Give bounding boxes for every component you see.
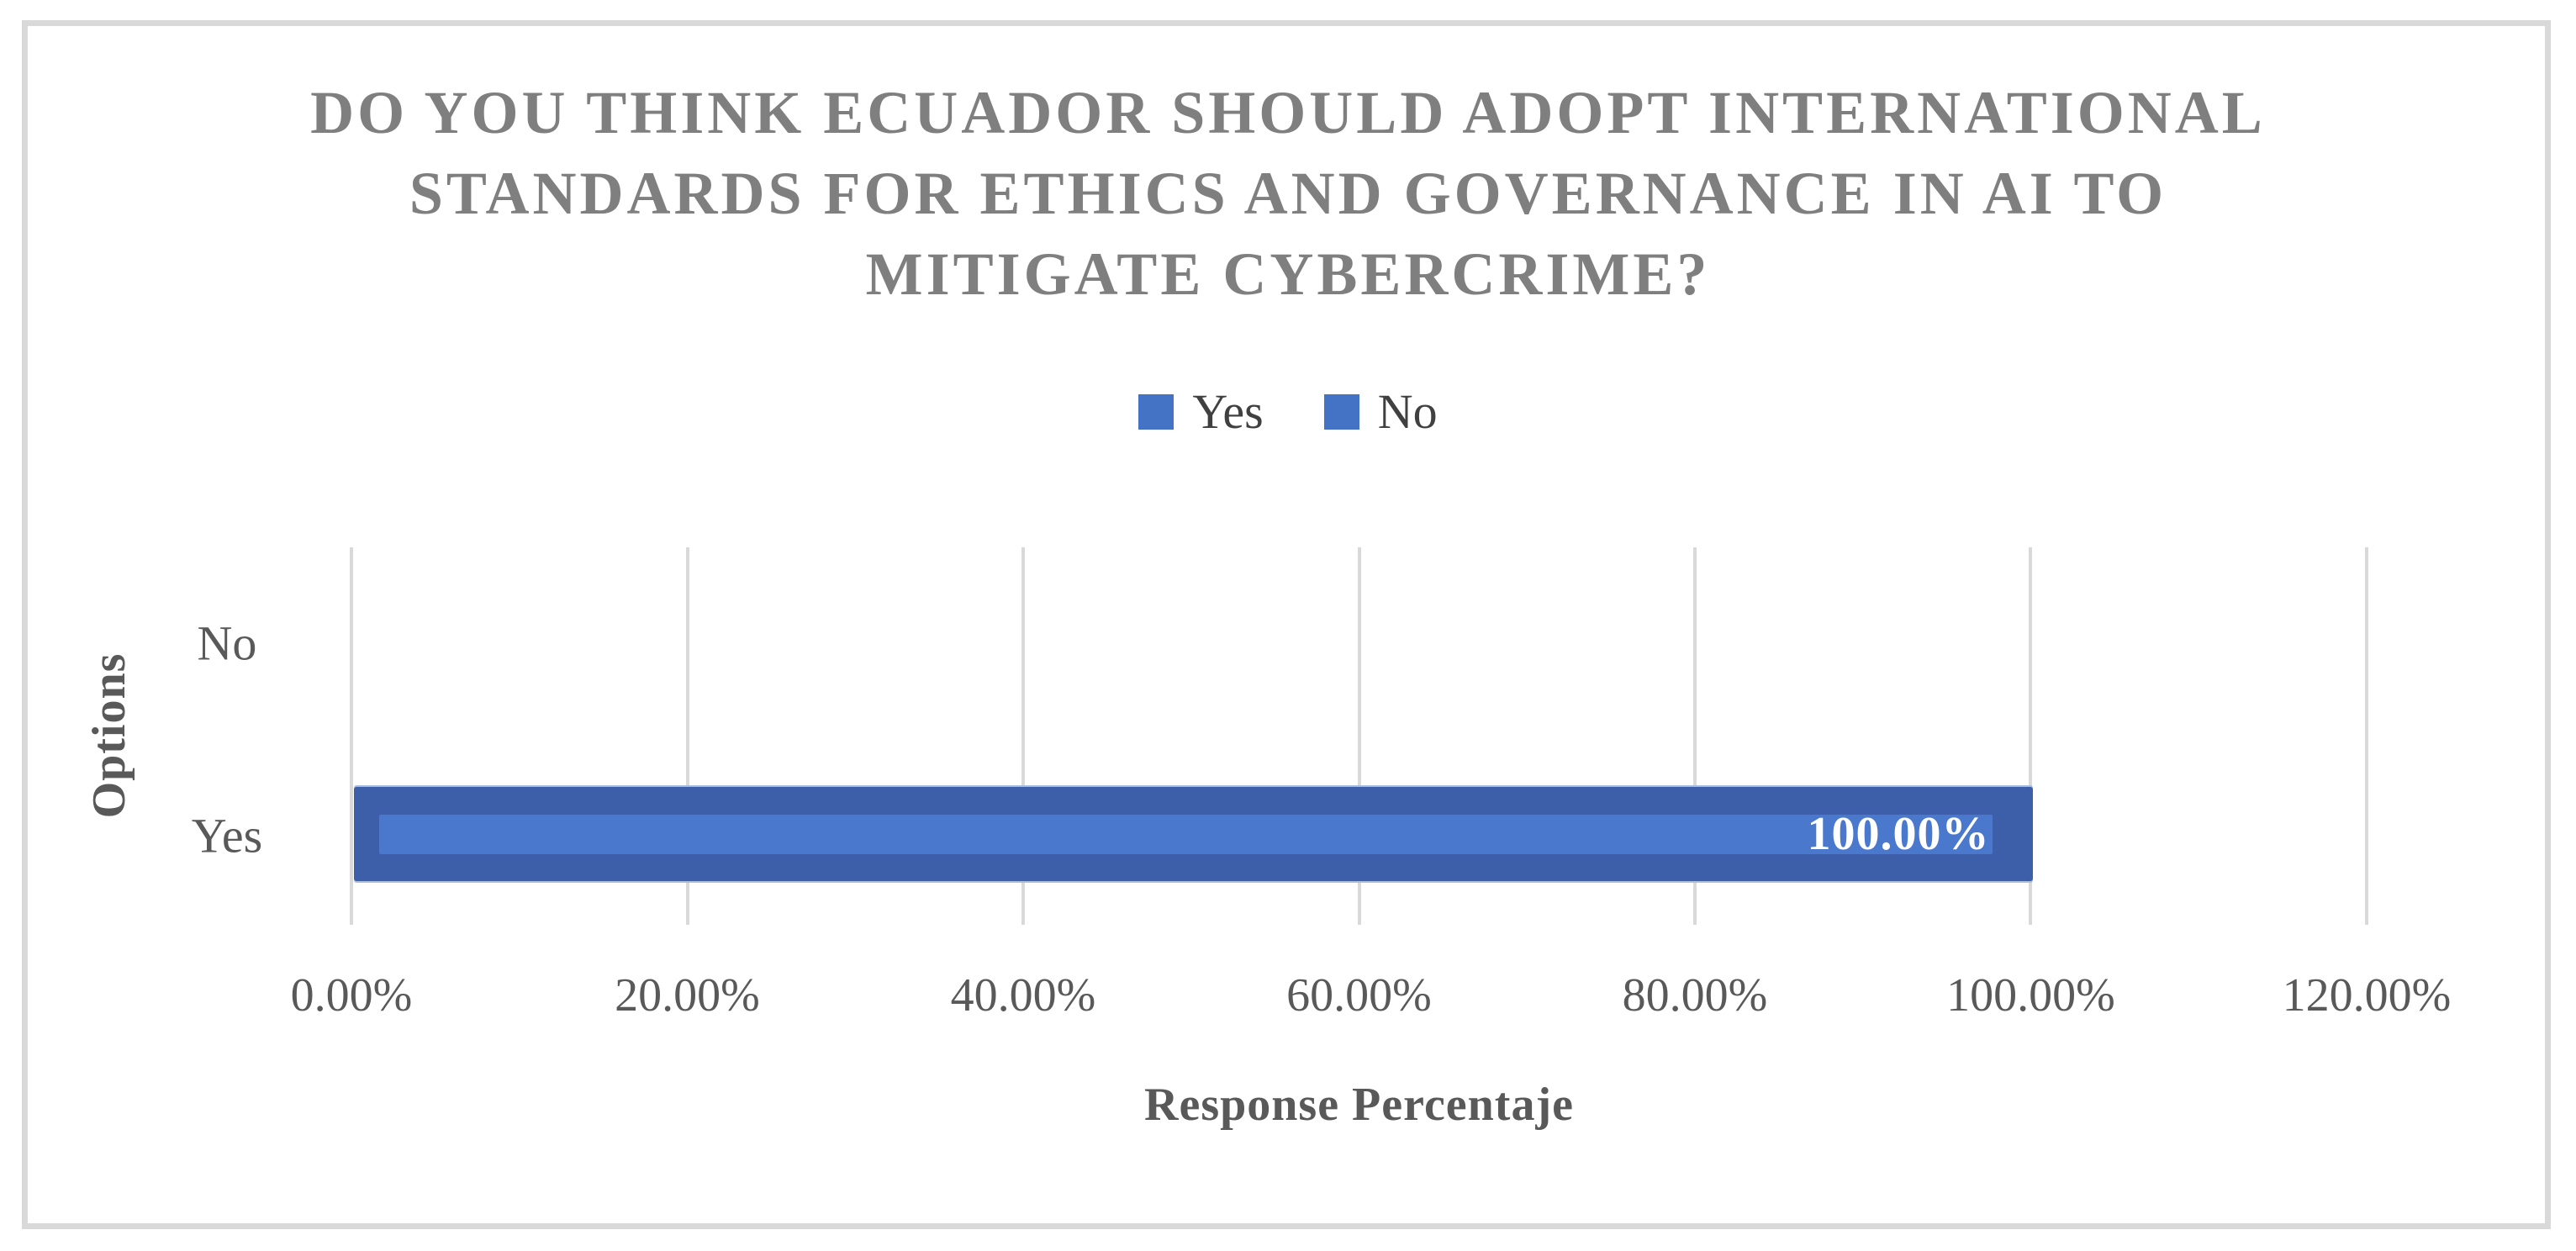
gridline-120 [2365,547,2368,925]
x-tick-label: 120.00% [2282,969,2452,1021]
legend: Yes No [0,383,2576,440]
legend-label: Yes [1192,384,1264,439]
chart-title-line: DO YOU THINK ECUADOR SHOULD ADOPT INTERN… [310,79,2266,146]
x-tick-label: 40.00% [950,969,1096,1021]
legend-item-no: No [1323,383,1438,440]
chart-title-line: STANDARDS FOR ETHICS AND GOVERNANCE IN A… [409,160,2167,227]
bar-yes: 100.00% [354,787,2034,882]
x-tick-label: 0.00% [290,969,413,1021]
gridline-80 [1693,547,1697,925]
x-axis-tick-labels: 0.00% 20.00% 40.00% 60.00% 80.00% 100.00… [291,969,2452,1027]
legend-swatch-icon [1138,393,1175,430]
x-tick-label: 60.00% [1286,969,1432,1021]
y-axis-title: Options [83,652,135,819]
chart-title: DO YOU THINK ECUADOR SHOULD ADOPT INTERN… [0,72,2576,314]
category-label-no: No [197,615,257,671]
x-tick-label: 80.00% [1622,969,1768,1021]
legend-swatch-icon [1323,393,1359,430]
bar-yes-highlight [379,814,1993,854]
gridline-100 [2029,547,2033,925]
gridline-0 [350,547,353,925]
legend-label: No [1377,384,1438,439]
bar-yes-data-label: 100.00% [1807,808,1990,861]
x-tick-label: 20.00% [615,969,760,1021]
category-axis-labels: No Yes [135,547,319,925]
x-tick-label: 100.00% [1946,969,2115,1021]
gridline-60 [1357,547,1361,925]
category-label-yes: Yes [191,808,263,863]
plot-area: 100.00% [350,547,2368,925]
legend-item-yes: Yes [1138,383,1264,440]
gridline-40 [1021,547,1025,925]
figure-border [22,20,2551,1229]
gridline-20 [685,547,689,925]
x-axis-title: Response Percentaje [1144,1079,1574,1131]
chart-title-line: MITIGATE CYBERCRIME? [865,240,1711,308]
